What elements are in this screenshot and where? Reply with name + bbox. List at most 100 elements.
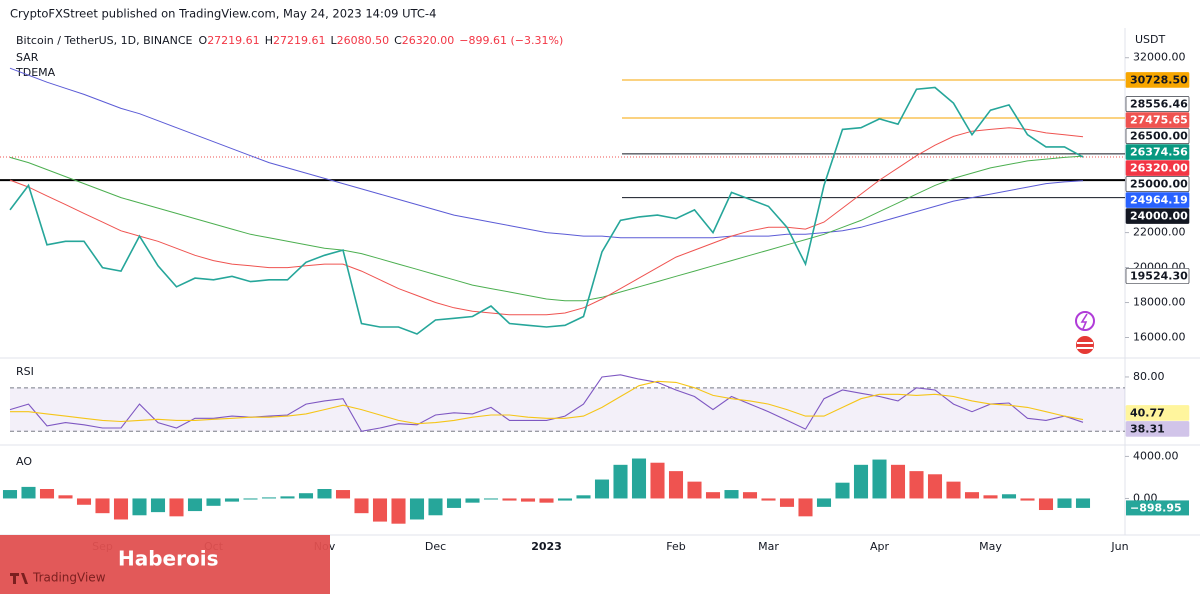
ao-bar <box>409 498 425 520</box>
ao-bar <box>779 498 795 507</box>
ao-bar <box>798 498 813 517</box>
ao-bar <box>58 495 73 499</box>
marks: 16000.0018000.0020000.0022000.0032000.00… <box>0 51 1190 553</box>
ao-bar <box>1075 498 1091 508</box>
price-label: 19524.30 <box>1130 269 1188 282</box>
price-label: −898.95 <box>1130 501 1182 514</box>
price-label-box <box>1125 421 1190 437</box>
ao-bar <box>298 493 314 499</box>
ao-bar <box>187 498 203 512</box>
watermark-box <box>0 535 330 594</box>
ao-bar <box>742 492 758 499</box>
ohlc-value: 27219.61 <box>207 34 260 47</box>
x-tick-label: Mar <box>758 540 779 553</box>
ao-bar <box>983 495 998 499</box>
ao-bar <box>224 498 240 502</box>
ao-bar <box>446 498 462 508</box>
ohlc-key: L <box>330 34 337 47</box>
y-tick-label: 16000.00 <box>1133 331 1186 344</box>
brand-logo <box>10 573 28 584</box>
ao-bar <box>150 498 166 513</box>
ao-bar <box>502 498 517 501</box>
ao-bar <box>853 464 869 499</box>
ao-bar <box>169 498 184 517</box>
price-label: 26320.00 <box>1130 162 1188 175</box>
ao-bar <box>835 482 850 499</box>
ao-bar <box>428 498 443 516</box>
ao-bar <box>317 489 332 499</box>
ao-bar <box>890 464 906 499</box>
ao-bar <box>650 462 665 499</box>
ao-bar <box>520 498 536 502</box>
price-label-box <box>1125 176 1190 192</box>
panel-title: AO <box>16 455 32 468</box>
unit-label: USDT <box>1135 33 1166 46</box>
price-label-box <box>1125 128 1190 144</box>
indicator-name: TDEMA <box>15 66 56 79</box>
ao-bar <box>964 492 980 499</box>
price-label: 28556.46 <box>1130 98 1188 111</box>
ao-bar <box>2 490 18 499</box>
ao-bar <box>557 498 573 501</box>
ao-bar <box>243 498 258 500</box>
ao-bar <box>372 498 388 522</box>
ao-bar <box>1038 498 1054 511</box>
x-tick-label: May <box>979 540 1002 553</box>
icon <box>1075 311 1095 331</box>
ao-bar <box>132 498 147 516</box>
price-label: 25000.00 <box>1130 178 1188 191</box>
y-tick-label: 32000.00 <box>1133 51 1186 64</box>
y-tick-label: 80.00 <box>1133 370 1165 383</box>
ao-bar <box>39 489 55 499</box>
price-label: 26374.56 <box>1130 146 1188 159</box>
ao-bar <box>539 498 554 503</box>
ao-bar <box>631 458 647 499</box>
y-tick-label: 22000.00 <box>1133 226 1186 239</box>
ao-bar <box>335 490 351 499</box>
price-label: 30728.50 <box>1130 73 1188 86</box>
ao-bar <box>391 498 406 524</box>
price-label: 24000.00 <box>1130 210 1188 223</box>
price-label-box <box>1125 144 1190 160</box>
y-tick-label: 18000.00 <box>1133 296 1186 309</box>
price-label-box <box>1125 208 1190 224</box>
ohlc-key: O <box>199 34 208 47</box>
ohlc-value: 27219.61 <box>273 34 326 47</box>
y-tick-label: 4000.00 <box>1133 449 1179 462</box>
ao-bar <box>483 498 499 500</box>
symbol: Bitcoin / TetherUS, 1D, BINANCE <box>16 34 193 47</box>
x-tick-label: Dec <box>425 540 446 553</box>
ao-bar <box>76 498 92 505</box>
ao-bar <box>465 498 480 503</box>
brand: TradingView <box>32 571 106 585</box>
ao-bar <box>280 496 295 499</box>
rsi-band <box>10 387 1125 432</box>
ao-bar <box>21 486 36 499</box>
ao-bar <box>687 481 702 499</box>
ohlc-value: 26320.00 <box>402 34 455 47</box>
price-label: 38.31 <box>1130 422 1165 435</box>
icon <box>1077 342 1093 344</box>
icon <box>1080 313 1088 330</box>
ao-bar <box>724 490 739 499</box>
price-label: 27475.65 <box>1130 114 1188 127</box>
price-label: 26500.00 <box>1130 130 1188 143</box>
ao-bar <box>761 498 776 501</box>
x-tick-label: Feb <box>666 540 685 553</box>
price-label-box <box>1125 112 1190 128</box>
price-label-box <box>1126 500 1189 516</box>
line <box>10 380 1084 425</box>
ao-bar <box>1020 498 1035 501</box>
price-label-box <box>1125 160 1190 176</box>
ohlc-key: C <box>394 34 402 47</box>
ao-bar <box>261 497 277 499</box>
ao-bar <box>872 459 887 499</box>
price-label-box <box>1125 405 1190 421</box>
ao-bar <box>613 464 628 499</box>
x-tick-label: Jun <box>1110 540 1128 553</box>
line <box>9 67 1084 239</box>
ao-bar <box>354 498 369 514</box>
publisher: CryptoFXStreet published on TradingView.… <box>10 7 436 21</box>
line <box>9 374 1084 432</box>
